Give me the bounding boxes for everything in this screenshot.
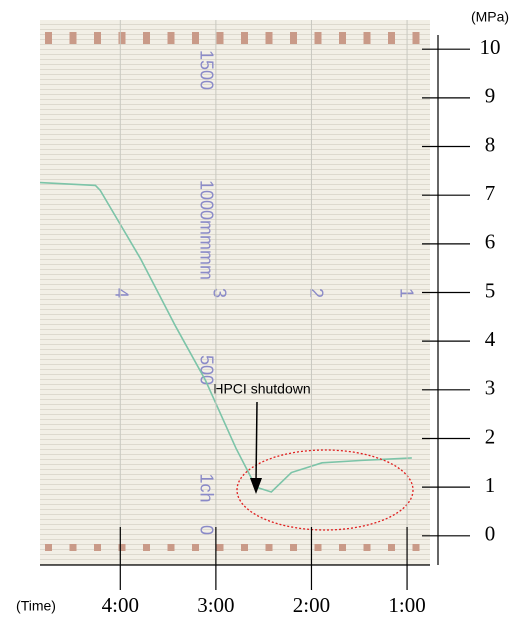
hole (192, 544, 199, 551)
arrow-shaft (256, 402, 257, 482)
paper-label: 1 (396, 288, 416, 298)
hole (45, 32, 52, 44)
x-tick-label: 3:00 (197, 593, 234, 617)
hole (413, 544, 420, 551)
hole (217, 32, 224, 44)
hole (241, 32, 248, 44)
hole (70, 32, 77, 44)
chart: 4mm32115001000mm5001ch0 HPCI shutdown (M… (0, 0, 520, 619)
annotation: HPCI shutdown (213, 381, 310, 397)
hole (364, 32, 371, 44)
hole (119, 544, 126, 551)
hole (192, 32, 199, 44)
hole (290, 544, 297, 551)
hole (143, 544, 150, 551)
hole (388, 544, 395, 551)
hole (388, 32, 395, 44)
y-tick-label: 2 (485, 424, 496, 448)
hole (94, 32, 101, 44)
paper-label: 0 (196, 525, 216, 535)
x-tick-label: 2:00 (293, 593, 330, 617)
y-tick-label: 8 (485, 132, 496, 156)
y-tick-label: 7 (485, 181, 496, 205)
hole (266, 32, 273, 44)
paper-label: 4 (111, 288, 131, 298)
paper-label: 3 (209, 288, 229, 298)
hole (168, 544, 175, 551)
hole (315, 32, 322, 44)
paper-label: mm (196, 250, 216, 280)
y-tick-label: 4 (485, 327, 496, 351)
y-tick-label: 1 (485, 473, 496, 497)
x-tick-label: 1:00 (388, 593, 425, 617)
hole (168, 32, 175, 44)
hole (413, 32, 420, 44)
hole (143, 32, 150, 44)
hole (339, 32, 346, 44)
hole (70, 544, 77, 551)
y-tick-label: 5 (485, 278, 496, 302)
hole (45, 544, 52, 551)
y-tick-label: 10 (480, 35, 501, 59)
hole (364, 544, 371, 551)
hole (217, 544, 224, 551)
y-axis-label: (MPa) (471, 9, 509, 25)
y-tick-label: 0 (485, 522, 496, 546)
hole (94, 544, 101, 551)
hole (290, 32, 297, 44)
paper-label: 1500 (196, 50, 216, 90)
hole (119, 32, 126, 44)
paper-lines (40, 20, 430, 565)
hole (339, 544, 346, 551)
y-tick-label: 3 (485, 376, 496, 400)
paper-label: 1ch (196, 473, 216, 502)
x-tick-label: 4:00 (102, 593, 139, 617)
hole (315, 544, 322, 551)
hole (266, 544, 273, 551)
y-tick-label: 6 (485, 230, 496, 254)
y-tick-label: 9 (485, 84, 496, 108)
x-axis-label: (Time) (16, 598, 56, 614)
paper-label: 1000mm (196, 180, 216, 250)
paper-label: 2 (306, 288, 326, 298)
hole (241, 544, 248, 551)
